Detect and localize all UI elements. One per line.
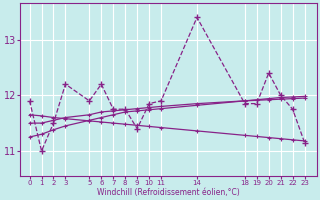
X-axis label: Windchill (Refroidissement éolien,°C): Windchill (Refroidissement éolien,°C): [97, 188, 240, 197]
